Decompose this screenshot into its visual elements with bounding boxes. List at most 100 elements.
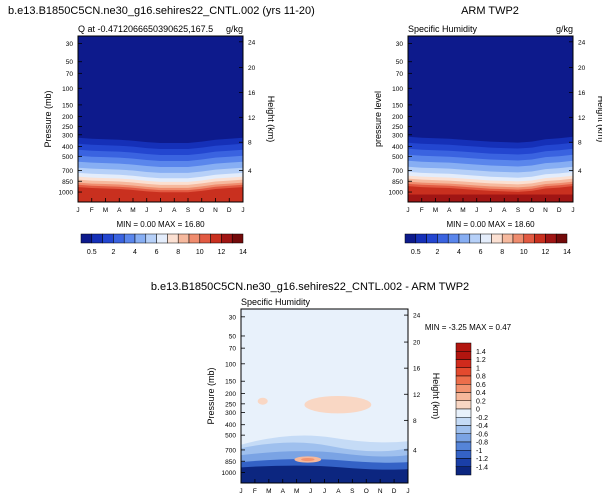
x-tick-label: J: [475, 207, 478, 214]
colorbar-swatch: [221, 233, 233, 244]
y-tick-label: 100: [392, 86, 403, 93]
colorbar-label: 1.2: [476, 357, 486, 364]
colorbar-label: 0.5: [411, 249, 421, 256]
plot-subtitle-left: Specific Humidity: [408, 24, 478, 34]
y-tick-label: 300: [392, 132, 403, 139]
colorbar-swatch: [455, 408, 472, 418]
colorbar-swatch: [455, 384, 472, 393]
colorbar-label: 12: [542, 249, 550, 256]
x-tick-label: J: [489, 207, 492, 214]
y-axis-label: pressure level: [373, 91, 383, 147]
colorbar-label: 0: [476, 407, 480, 414]
y-tick-label: 50: [229, 333, 237, 340]
colorbar-swatch: [455, 359, 472, 368]
x-tick-label: J: [159, 207, 162, 214]
panel3-title: b.e13.B1850C5CN.ne30_g16.sehires22_CNTL.…: [151, 281, 469, 293]
y-tick-label: 500: [392, 154, 403, 161]
colorbar-label: 12: [218, 249, 226, 256]
y-tick-label: 50: [396, 59, 404, 66]
height-tick-label: 4: [248, 168, 252, 175]
colorbar-label: 14: [239, 249, 247, 256]
y-tick-label: 300: [62, 132, 73, 139]
colorbar-label: 0.5: [87, 249, 97, 256]
colorbar-swatch: [80, 233, 93, 244]
panel2-title: ARM TWP2: [461, 5, 519, 17]
height-tick-label: 12: [248, 115, 256, 122]
plot-subtitle-right: g/kg: [556, 24, 573, 34]
x-tick-label: A: [172, 207, 177, 214]
colorbar-swatch: [555, 233, 568, 244]
height-tick-label: 12: [578, 115, 586, 122]
x-tick-label: M: [266, 488, 271, 495]
colorbar-swatch: [123, 233, 136, 244]
humidity-field-1: [408, 36, 573, 202]
x-tick-label: F: [90, 207, 94, 214]
x-tick-label: J: [76, 207, 79, 214]
height-tick-label: 8: [413, 418, 417, 425]
colorbar-label: -1: [476, 448, 482, 455]
colorbar-swatch: [455, 433, 472, 443]
colorbar-label: 1: [476, 365, 480, 372]
x-tick-label: S: [186, 207, 191, 214]
colorbar-swatch: [426, 233, 438, 244]
positive-anomaly: [301, 457, 315, 462]
x-tick-label: J: [406, 488, 409, 495]
x-tick-label: A: [336, 488, 341, 495]
y-tick-label: 100: [225, 361, 236, 368]
height-tick-label: 8: [578, 140, 582, 147]
y-tick-label: 250: [225, 401, 236, 408]
height-tick-label: 24: [578, 39, 586, 46]
colorbar-swatch: [512, 233, 525, 244]
colorbar-label: -1.4: [476, 464, 488, 471]
colorbar-swatch: [210, 233, 222, 244]
x-tick-label: O: [364, 488, 369, 495]
colorbar-swatch: [447, 233, 460, 244]
x-tick-label: D: [392, 488, 397, 495]
positive-anomaly: [257, 397, 268, 405]
y-tick-label: 700: [392, 168, 403, 175]
y-tick-label: 50: [66, 59, 74, 66]
height-tick-label: 24: [248, 39, 256, 46]
height-tick-label: 16: [413, 366, 421, 373]
x-tick-label: N: [378, 488, 383, 495]
x-tick-label: O: [199, 207, 204, 214]
colorbar-swatch: [437, 233, 449, 244]
panel3-min-max: MIN = -3.25 MAX = 0.47: [425, 323, 512, 332]
x-tick-label: A: [447, 207, 452, 214]
colorbar-label: -0.8: [476, 440, 488, 447]
colorbar-label: 0.6: [476, 382, 486, 389]
height-tick-label: 12: [413, 392, 421, 399]
height-tick-label: 20: [413, 340, 421, 347]
colorbar-1: 0.5 2 4 6 8 10 12 14: [404, 233, 571, 256]
plot-subtitle-left: Specific Humidity: [241, 297, 311, 307]
plot-subtitle-right: g/kg: [226, 24, 243, 34]
x-tick-label: M: [103, 207, 108, 214]
y-tick-label: 100: [62, 86, 73, 93]
difference-field-2: [241, 309, 408, 483]
y-tick-label: 250: [62, 124, 73, 131]
panel1-title: b.e13.B1850C5CN.ne30_g16.sehires22_CNTL.…: [8, 5, 315, 17]
y-tick-label: 400: [392, 144, 403, 151]
colorbar-label: 14: [563, 249, 571, 256]
colorbar-label: 4: [133, 249, 137, 256]
y-tick-label: 30: [229, 314, 237, 321]
colorbar-swatch: [199, 233, 211, 244]
colorbar-swatch: [501, 233, 514, 244]
colorbar-swatch: [455, 367, 472, 377]
colorbar-label: -1.2: [476, 456, 488, 463]
colorbar-label: 2: [435, 249, 439, 256]
positive-anomaly: [304, 396, 372, 414]
x-tick-label: F: [253, 488, 257, 495]
x-tick-label: J: [309, 488, 312, 495]
y-tick-label: 700: [225, 447, 236, 454]
x-tick-label: M: [130, 207, 135, 214]
y-tick-label: 300: [225, 410, 236, 417]
x-tick-label: M: [433, 207, 438, 214]
y-tick-label: 500: [225, 433, 236, 440]
y-tick-label: 400: [62, 144, 73, 151]
x-tick-label: O: [529, 207, 534, 214]
colorbar-swatch: [469, 233, 481, 244]
y-tick-label: 850: [225, 459, 236, 466]
colorbar-swatch: [455, 466, 472, 476]
